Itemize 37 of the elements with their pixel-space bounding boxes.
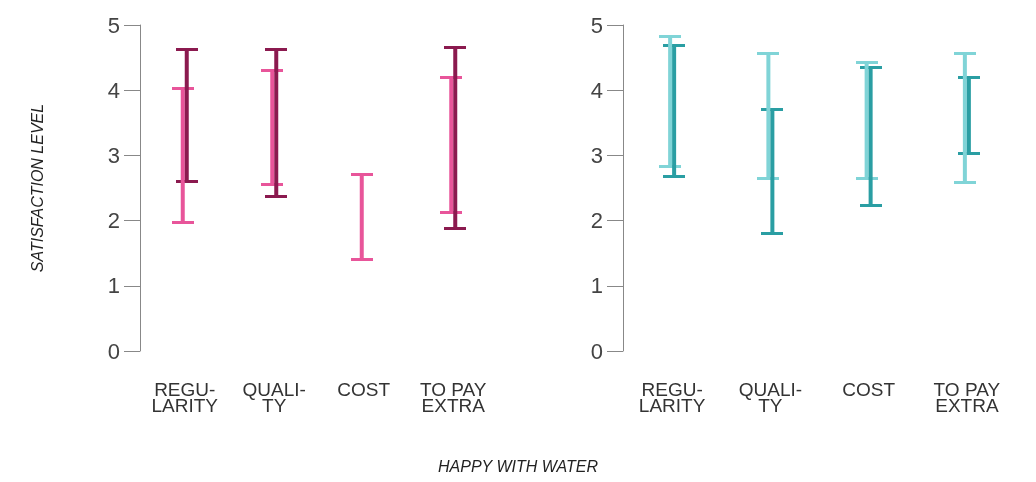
bar <box>270 70 275 185</box>
x-tick-label: TO PAY EXTRA <box>933 378 1001 416</box>
bar <box>453 47 458 229</box>
y-tick-label: 4 <box>107 77 120 103</box>
y-tick-label: 1 <box>590 273 603 299</box>
y-tick-label: 1 <box>107 273 120 299</box>
y-tick-label: 3 <box>107 142 120 168</box>
bar <box>864 62 869 179</box>
bar <box>672 45 677 177</box>
bar <box>868 67 873 206</box>
bar <box>770 109 775 234</box>
bar <box>274 49 279 197</box>
x-tick-label: REGU- LARITY <box>638 378 706 416</box>
x-tick-label: COST <box>842 378 896 400</box>
y-tick-label: 5 <box>590 12 603 38</box>
bar <box>184 49 189 182</box>
x-tick-label: QUALI- TY <box>242 378 306 416</box>
bar <box>766 53 771 179</box>
bar <box>966 77 971 154</box>
bar <box>449 77 454 213</box>
y-tick-label: 2 <box>590 208 603 234</box>
y-tick-label: 0 <box>107 338 120 364</box>
y-tick-label: 2 <box>107 208 120 234</box>
x-tick-label: COST <box>337 378 391 400</box>
bar <box>962 53 967 183</box>
x-tick-label: TO PAY EXTRA <box>419 378 487 416</box>
y-tick-label: 3 <box>590 142 603 168</box>
bar <box>668 36 673 167</box>
y-axis-title: SATISFACTION LEVEL <box>28 103 46 273</box>
y-tick-label: 5 <box>107 12 120 38</box>
y-tick-label: 4 <box>590 77 603 103</box>
x-axis-title: HAPPY WITH WATER <box>437 458 599 476</box>
x-tick-label: QUALI- TY <box>738 378 803 416</box>
bar <box>359 174 364 260</box>
x-tick-label: REGU- LARITY <box>151 378 219 416</box>
bar <box>180 88 185 223</box>
y-tick-label: 0 <box>590 338 603 364</box>
